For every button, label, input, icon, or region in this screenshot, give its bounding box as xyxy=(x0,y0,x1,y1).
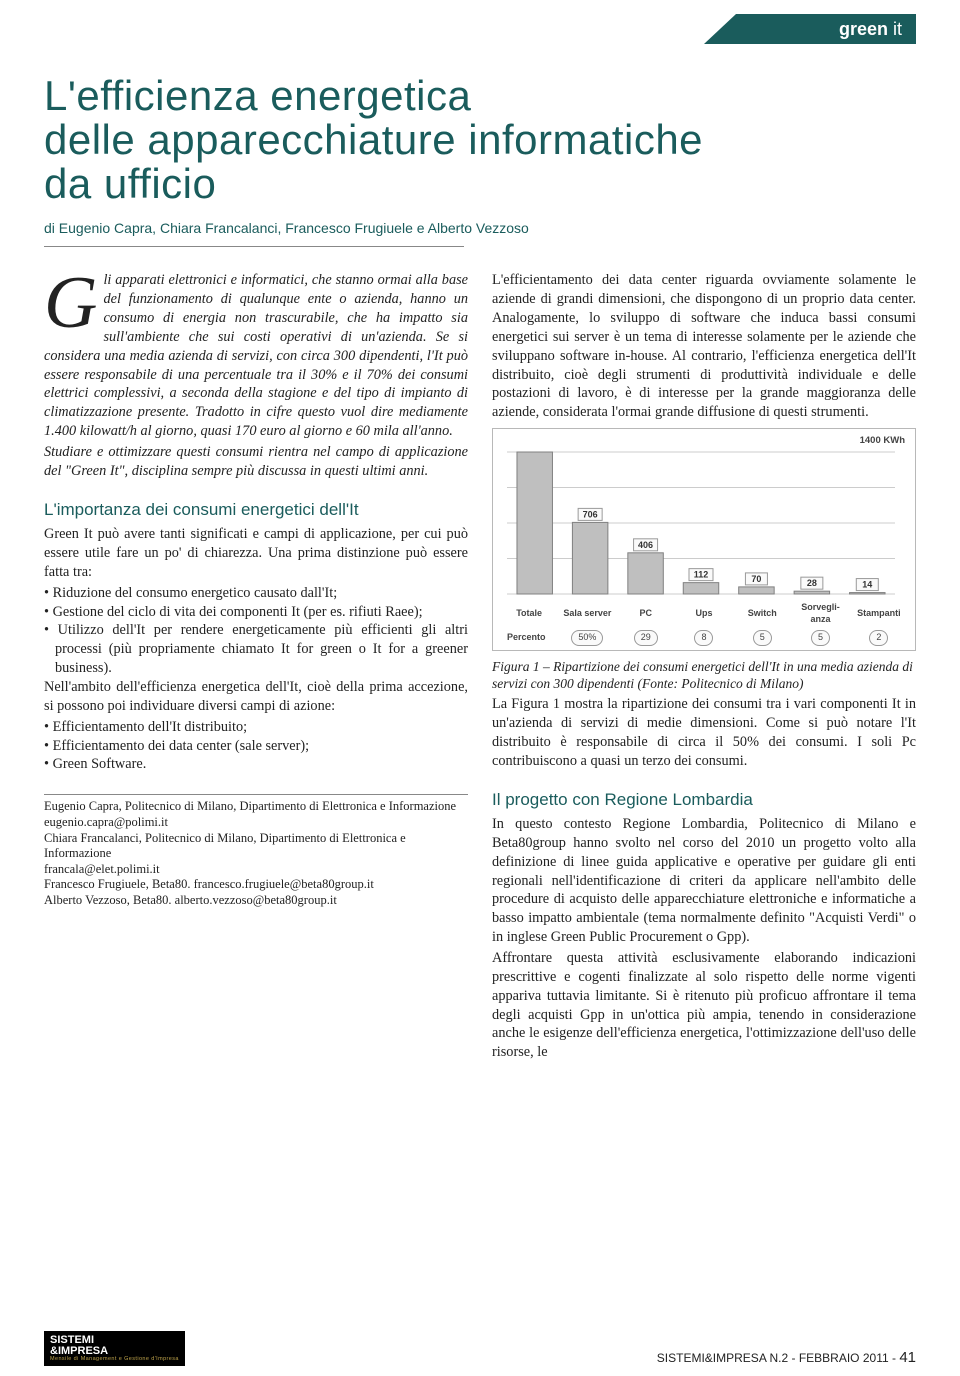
list-item: Riduzione del consumo energetico causato… xyxy=(44,584,468,603)
footnote-line: francala@elet.polimi.it xyxy=(44,862,468,878)
footnote-line: Francesco Frugiuele, Beta80. francesco.f… xyxy=(44,877,468,893)
subhead-importanza: L'importanza dei consumi energetici dell… xyxy=(44,499,468,521)
footnote-line: eugenio.capra@polimi.it xyxy=(44,815,468,831)
section-tab: green it xyxy=(736,14,916,44)
section-label: green it xyxy=(839,19,902,40)
page-number: 41 xyxy=(899,1349,916,1366)
svg-text:406: 406 xyxy=(638,540,653,550)
footnote-line: Alberto Vezzoso, Beta80. alberto.vezzoso… xyxy=(44,893,468,909)
list-item: Gestione del ciclo di vita dei component… xyxy=(44,603,468,622)
magazine-logo: SISTEMI&IMPRESA Mensile di Management e … xyxy=(44,1331,185,1367)
body-text: Affrontare questa attività esclusivament… xyxy=(492,949,916,1062)
list-item: Green Software. xyxy=(44,755,468,774)
subhead-progetto: Il progetto con Regione Lombardia xyxy=(492,789,916,811)
page-footer-right: SISTEMI&IMPRESA N.2 - FEBBRAIO 2011 - 41 xyxy=(657,1349,916,1366)
article-title: L'efficienza energetica delle apparecchi… xyxy=(44,74,916,206)
svg-text:112: 112 xyxy=(694,569,709,579)
list-item: Efficientamento dei data center (sale se… xyxy=(44,737,468,756)
chart-ylabel: 1400 KWh xyxy=(499,435,909,448)
svg-text:14: 14 xyxy=(862,579,872,589)
body-text: L'efficientamento dei data center riguar… xyxy=(492,271,916,422)
body-columns: Gli apparati elettronici e informatici, … xyxy=(44,271,916,1064)
body-text: Green It può avere tanti significati e c… xyxy=(44,525,468,582)
bullet-list-1: Riduzione del consumo energetico causato… xyxy=(44,584,468,678)
list-item: Utilizzo dell'It per rendere energeticam… xyxy=(44,621,468,678)
figure-1-caption: Figura 1 – Ripartizione dei consumi ener… xyxy=(492,659,916,693)
intro-paragraph-2: Studiare e ottimizzare questi consumi ri… xyxy=(44,443,468,481)
svg-text:706: 706 xyxy=(583,509,598,519)
footnote-line: Chiara Francalanci, Politecnico di Milan… xyxy=(44,831,468,862)
authors-line: di Eugenio Capra, Chiara Francalanci, Fr… xyxy=(44,220,916,236)
figure-1-chart: 1400 KWh 706 406 112 70 28 14 Totale Sala ser… xyxy=(492,428,916,651)
body-text: Nell'ambito dell'efficienza energetica d… xyxy=(44,678,468,716)
intro-paragraph: Gli apparati elettronici e informatici, … xyxy=(44,271,468,441)
authors-rule xyxy=(44,246,464,247)
footnote-line: Eugenio Capra, Politecnico di Milano, Di… xyxy=(44,799,468,815)
body-text: La Figura 1 mostra la ripartizione dei c… xyxy=(492,695,916,770)
bullet-list-2: Efficientamento dell'It distribuito; Eff… xyxy=(44,718,468,775)
author-footnotes: Eugenio Capra, Politecnico di Milano, Di… xyxy=(44,794,468,908)
body-text: In questo contesto Regione Lombardia, Po… xyxy=(492,815,916,947)
svg-text:70: 70 xyxy=(751,574,761,584)
list-item: Efficientamento dell'It distribuito; xyxy=(44,718,468,737)
chart-percent-row: Percento 50% 29 8 5 5 2 xyxy=(501,627,907,646)
svg-text:28: 28 xyxy=(807,578,817,588)
chart-category-row: Totale Sala server PC Ups Switch Sorvegl… xyxy=(501,600,907,626)
chart-svg: 706 406 112 70 28 14 xyxy=(499,448,903,598)
